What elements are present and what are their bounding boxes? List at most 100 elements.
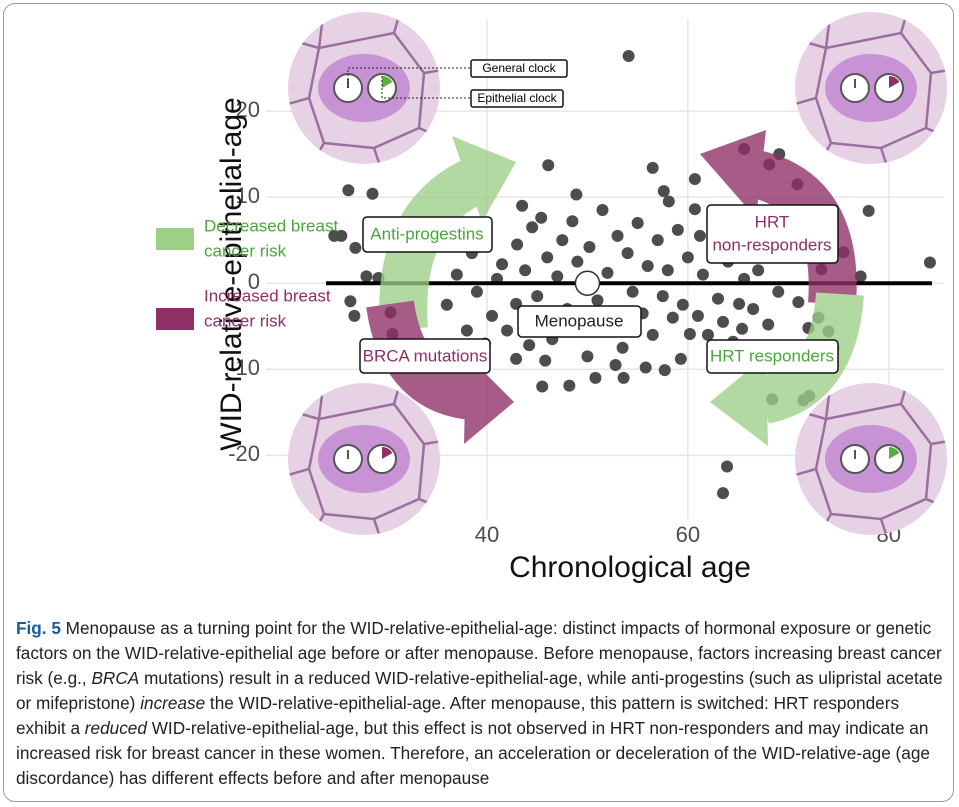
point — [924, 257, 936, 269]
point — [556, 234, 568, 246]
point — [684, 328, 696, 340]
point — [591, 294, 603, 306]
point — [747, 303, 759, 315]
point — [647, 162, 659, 174]
caption-text: reduced — [85, 718, 147, 738]
x-tick-label: 60 — [676, 522, 700, 547]
point — [451, 269, 463, 281]
point — [496, 258, 508, 270]
x-axis-label: Chronological age — [509, 551, 751, 584]
point — [536, 380, 548, 392]
point — [657, 290, 669, 302]
point — [612, 230, 624, 242]
clock-label: General clock — [482, 61, 556, 75]
point — [349, 242, 361, 254]
point — [697, 269, 709, 281]
y-axis-label: WID-relative-epithelial-age — [215, 97, 248, 450]
point — [772, 286, 784, 298]
point — [623, 50, 635, 62]
point — [551, 270, 563, 282]
point — [689, 173, 701, 185]
point — [677, 299, 689, 311]
legend-swatch — [156, 308, 194, 330]
caption-label: Fig. 5 — [16, 618, 61, 638]
point — [658, 185, 670, 197]
annotations: Anti-progestins HRT non-responders BRCA … — [360, 205, 838, 373]
caption-text: BRCA — [91, 668, 139, 688]
point — [692, 310, 704, 322]
annotation: HRT responders — [710, 346, 834, 365]
cell — [781, 4, 954, 178]
point — [461, 325, 473, 337]
point — [596, 204, 608, 216]
annotation: HRT — [755, 212, 790, 231]
point — [675, 353, 687, 365]
point — [642, 260, 654, 272]
annotation: BRCA mutations — [363, 346, 488, 365]
point — [863, 205, 875, 217]
point — [589, 372, 601, 384]
point — [733, 298, 745, 310]
point — [471, 286, 483, 298]
point — [627, 286, 639, 298]
point — [486, 310, 498, 322]
menopause-point — [575, 271, 599, 295]
point — [441, 299, 453, 311]
point — [717, 487, 729, 499]
legend-label: Decreased breast — [204, 216, 338, 235]
point — [721, 461, 733, 473]
point — [652, 234, 664, 246]
legend-label: Increased breast — [204, 286, 331, 305]
point — [342, 184, 354, 196]
caption-text: increase — [140, 693, 205, 713]
point — [531, 290, 543, 302]
point — [535, 212, 547, 224]
point — [563, 380, 575, 392]
legend-label: cancer risk — [204, 311, 287, 330]
point — [542, 159, 554, 171]
point — [526, 221, 538, 233]
arrows — [390, 130, 840, 446]
point — [541, 251, 553, 263]
point — [663, 195, 675, 207]
point — [640, 362, 652, 374]
point — [581, 350, 593, 362]
point — [539, 355, 551, 367]
point — [583, 241, 595, 253]
annotation: non-responders — [712, 235, 831, 254]
point — [360, 270, 372, 282]
point — [662, 264, 674, 276]
x-tick-label: 40 — [475, 522, 499, 547]
clock-label: Epithelial clock — [477, 91, 557, 105]
point — [717, 316, 729, 328]
point — [511, 238, 523, 250]
point — [792, 296, 804, 308]
cell — [274, 4, 454, 178]
point — [344, 295, 356, 307]
point — [570, 189, 582, 201]
legend-swatch — [156, 228, 194, 250]
caption-text: WID-relative-epithelial-age, but this ef… — [16, 718, 930, 788]
legend-label: cancer risk — [204, 241, 287, 260]
point — [689, 203, 701, 215]
point — [566, 215, 578, 227]
point — [736, 323, 748, 335]
point — [348, 310, 360, 322]
point — [622, 247, 634, 259]
point — [610, 359, 622, 371]
caption: Fig. 5 Menopause as a turning point for … — [16, 616, 948, 791]
point — [712, 293, 724, 305]
chart: 406080-20-1001020 General clock Epitheli… — [4, 4, 954, 614]
point — [682, 251, 694, 263]
annotation: Menopause — [535, 311, 624, 330]
point — [702, 329, 714, 341]
point — [501, 325, 513, 337]
point — [618, 372, 630, 384]
point — [762, 319, 774, 331]
point — [672, 224, 684, 236]
annotation: Anti-progestins — [370, 224, 483, 243]
point — [571, 256, 583, 268]
point — [632, 217, 644, 229]
point — [647, 329, 659, 341]
point — [752, 264, 764, 276]
